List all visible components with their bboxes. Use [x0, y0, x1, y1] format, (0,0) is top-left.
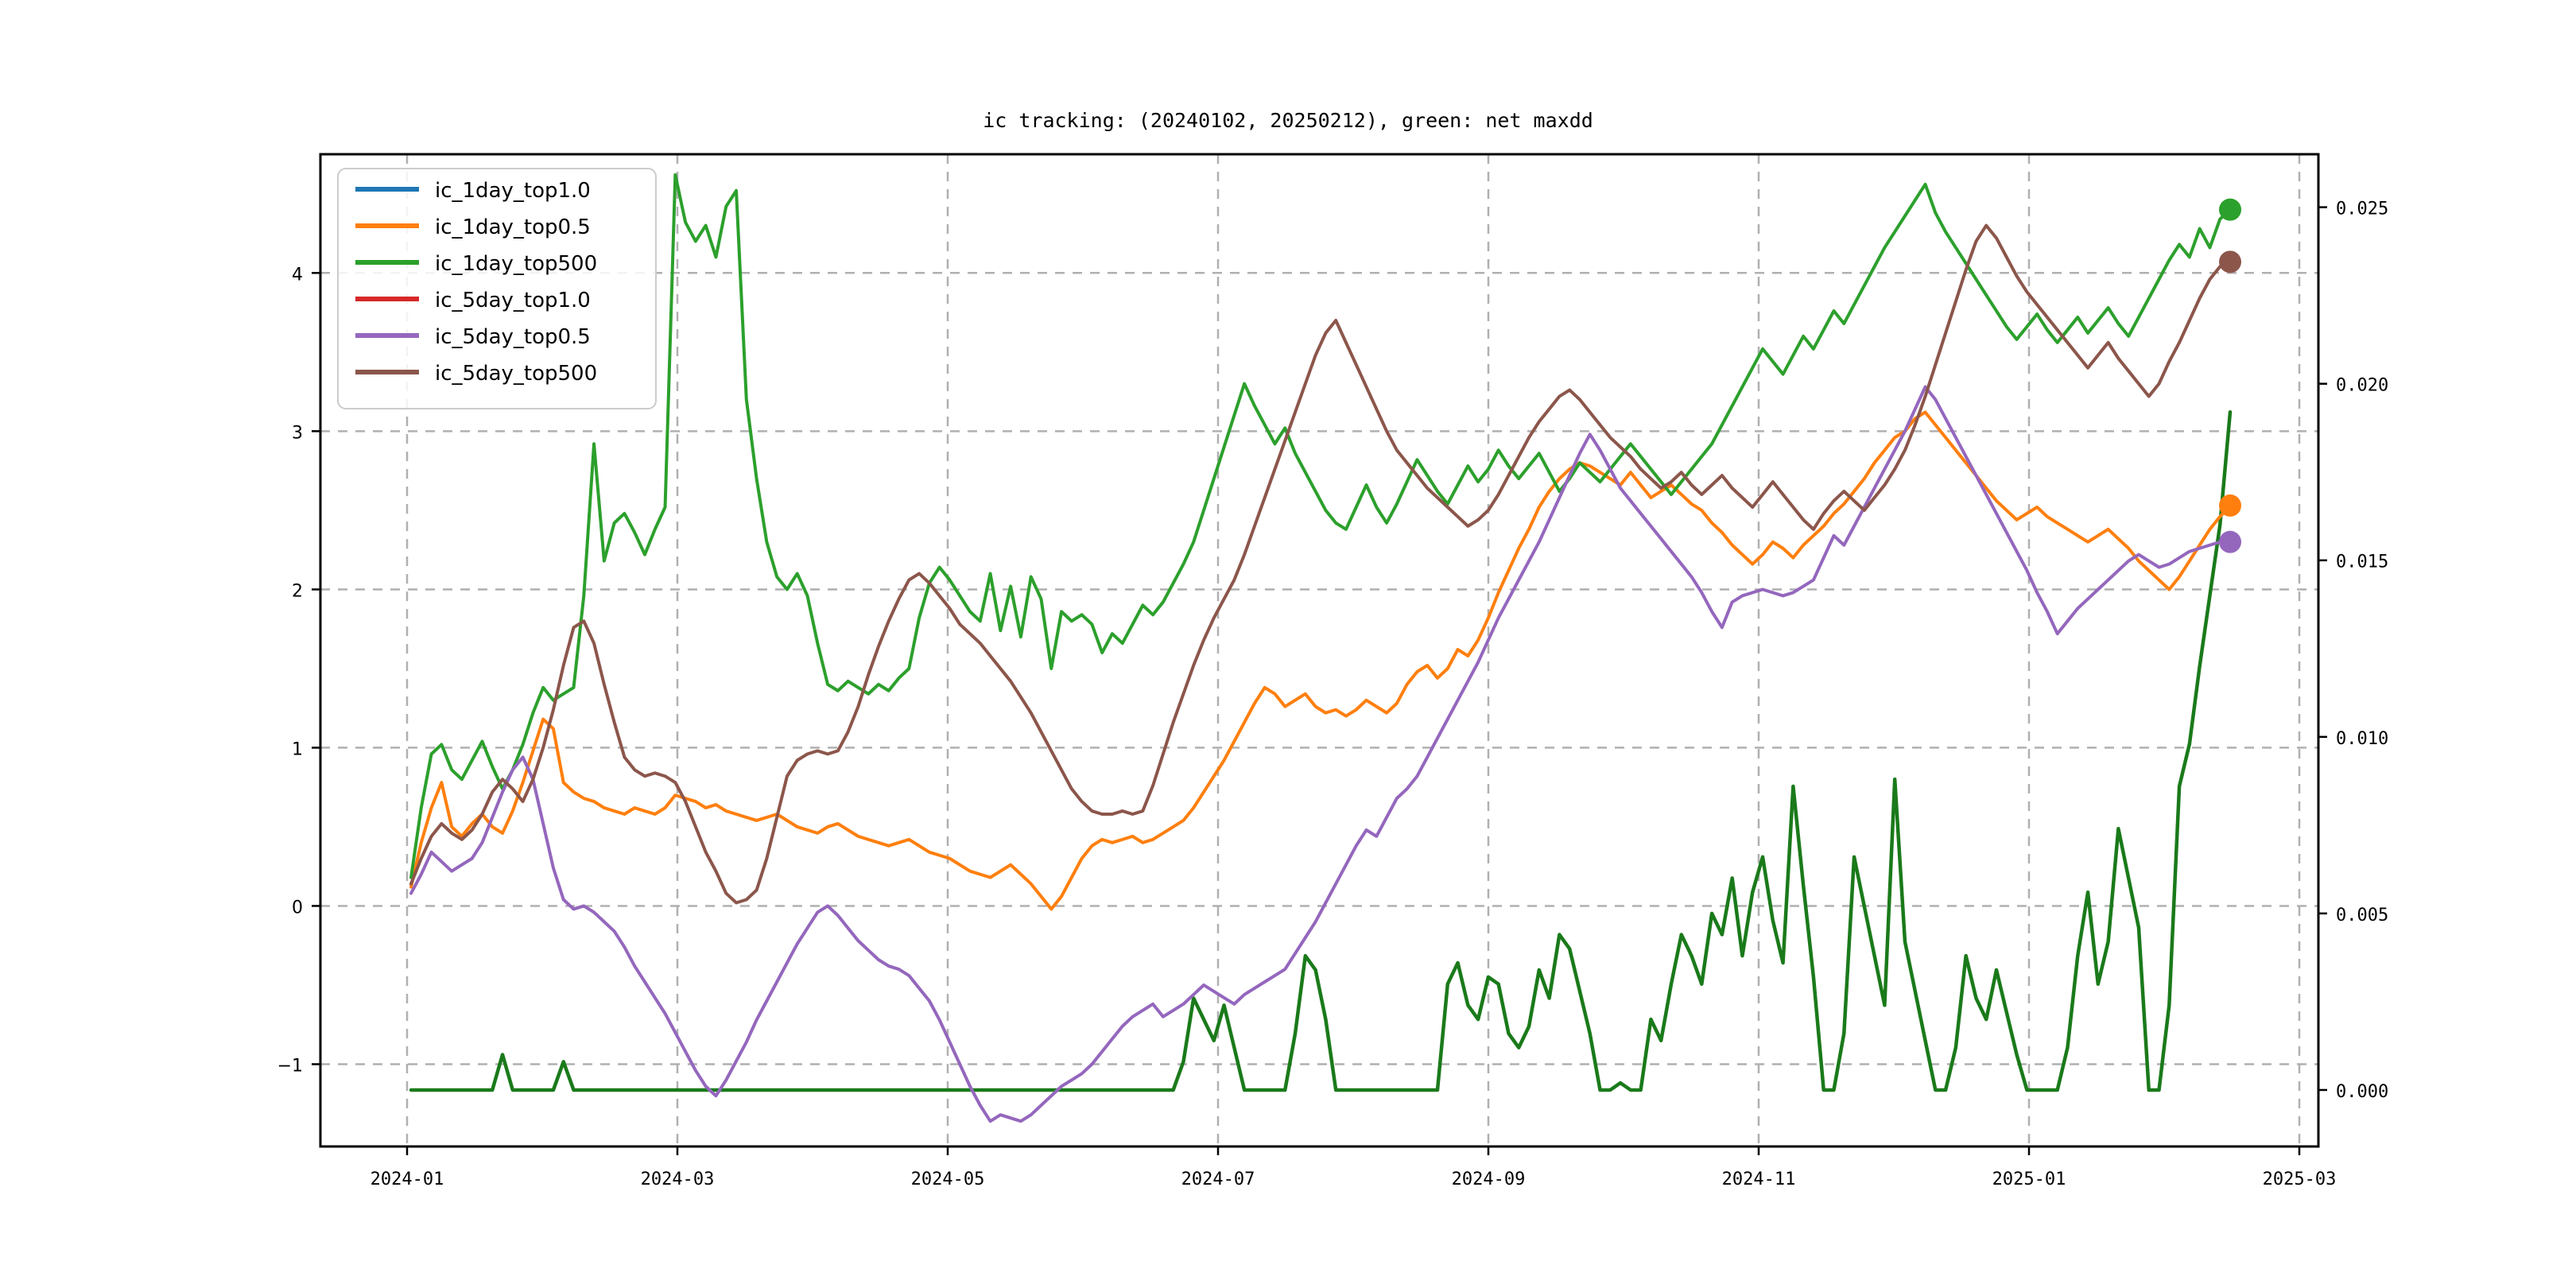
y-left-tick-label: 3 — [292, 423, 303, 443]
y-left-tick-label: 0 — [292, 898, 303, 918]
legend-label-ic-5day-top1-0[interactable]: ic_5day_top1.0 — [435, 289, 591, 312]
end-marker-ic-1day-top500 — [2219, 198, 2241, 221]
x-tick-label: 2024-07 — [1181, 1170, 1255, 1189]
y-right-tick-label: 0.005 — [2336, 906, 2388, 925]
x-tick-label: 2024-11 — [1722, 1170, 1796, 1189]
y-right-tick-label: 0.015 — [2336, 553, 2388, 572]
y-right-tick-label: 0.010 — [2336, 729, 2388, 749]
y-left-tick-label: −1 — [277, 1056, 303, 1076]
series-line-ic-5day-top500 — [409, 223, 2232, 905]
x-tick-label: 2025-03 — [2263, 1170, 2337, 1189]
series-line-ic-1day-top500 — [409, 173, 2232, 879]
axes-spines — [319, 153, 2320, 1148]
legend-label-ic-1day-top500[interactable]: ic_1day_top500 — [435, 252, 597, 276]
x-tick-label: 2024-09 — [1452, 1170, 1526, 1189]
x-tick-label: 2024-01 — [370, 1170, 444, 1189]
y-right-tick-label: 0.020 — [2336, 376, 2388, 396]
end-marker-ic-5day-top500 — [2219, 250, 2241, 274]
y-axis-left: −1 0 1 2 3 4 — [277, 265, 320, 1076]
legend-box — [337, 168, 657, 409]
end-marker-ic-5day-top0-5 — [2219, 530, 2241, 553]
end-marker-ic-1day-top0-5 — [2219, 494, 2241, 517]
series-lines — [409, 173, 2233, 1123]
y-left-tick-label: 2 — [292, 581, 303, 601]
plot-frame — [319, 153, 2320, 1148]
series-line-net-maxdd — [409, 409, 2233, 1092]
x-tick-label: 2024-05 — [911, 1170, 985, 1189]
legend-label-ic-1day-top0-5[interactable]: ic_1day_top0.5 — [435, 215, 591, 239]
chart-title: ic tracking: (20240102, 20250212), green… — [983, 109, 1593, 132]
series-line-ic-1day-top0-5 — [409, 410, 2232, 911]
x-tick-label: 2025-01 — [1992, 1170, 2066, 1189]
legend-label-ic-1day-top1-0[interactable]: ic_1day_top1.0 — [435, 179, 591, 203]
x-tick-label: 2024-03 — [641, 1170, 715, 1189]
legend-label-ic-5day-top500[interactable]: ic_5day_top500 — [435, 362, 597, 386]
x-axis: 2024-01 2024-03 2024-05 2024-07 2024-09 2024-… — [370, 1146, 2337, 1189]
end-markers — [2219, 198, 2241, 553]
y-left-tick-label: 4 — [292, 265, 303, 285]
y-axis-right: 0.000 0.005 0.010 0.015 0.020 0.025 — [2318, 200, 2388, 1102]
y-right-tick-label: 0.025 — [2336, 200, 2388, 219]
legend-label-ic-5day-top0-5[interactable]: ic_5day_top0.5 — [435, 325, 591, 349]
legend: ic_1day_top1.0 ic_1day_top0.5 ic_1day_top5… — [337, 168, 657, 409]
y-left-tick-label: 1 — [292, 739, 303, 759]
y-right-tick-label: 0.000 — [2336, 1082, 2388, 1102]
